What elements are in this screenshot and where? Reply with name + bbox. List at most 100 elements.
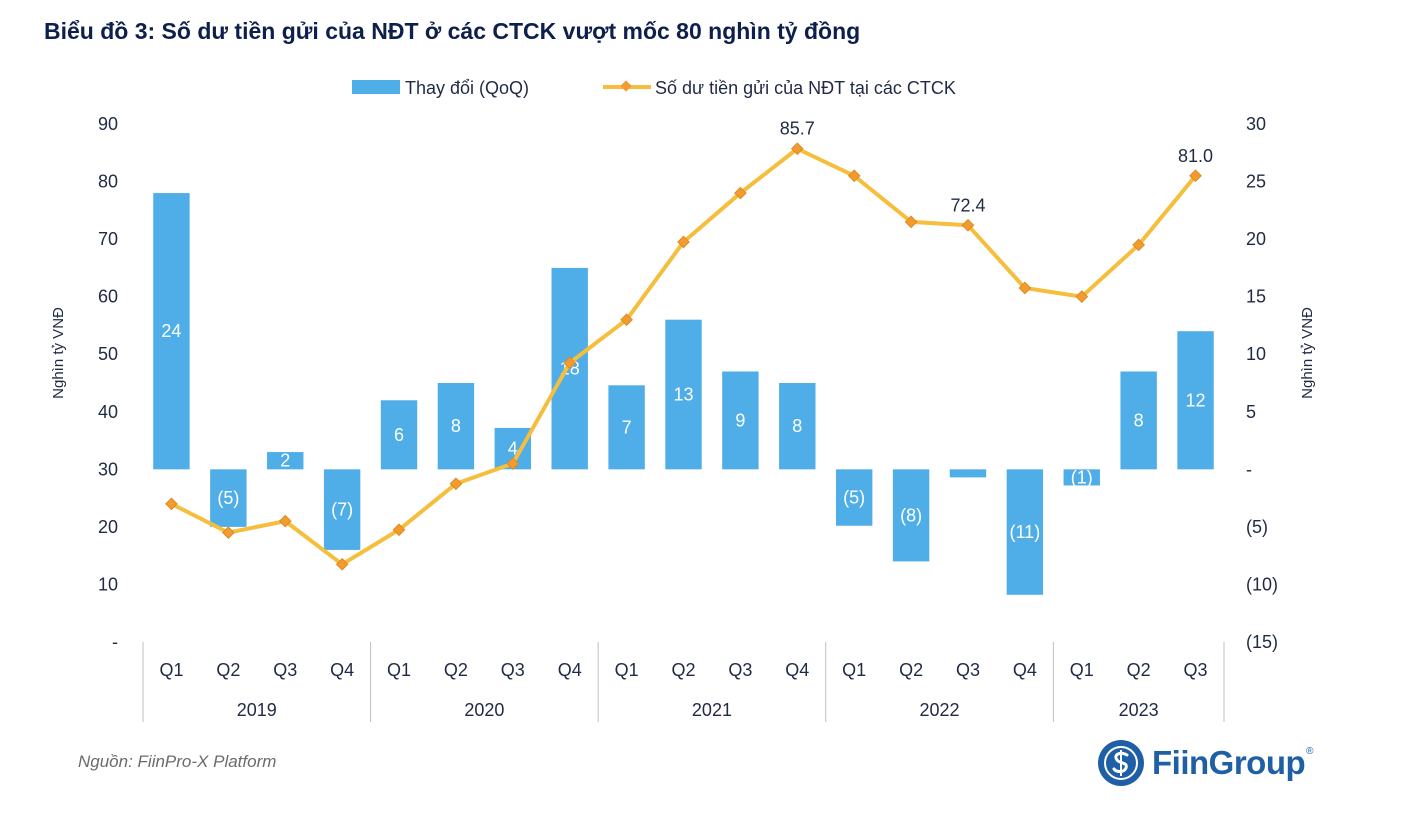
x-axis: Q1 Q2 Q3 Q4 Q1 Q2 Q3 Q4 Q1 Q2 Q3 Q4 Q1 Q2 Q3 Q4 Q1 Q2 Q3 20… (142, 642, 1225, 722)
right-tick-label: - (1246, 459, 1252, 479)
line-point (1018, 281, 1032, 295)
bar-label: 24 (161, 321, 181, 341)
line-point (1189, 169, 1202, 183)
line-series: 85.7 72.4 81.0 (165, 119, 1213, 571)
right-tick-label: 5 (1246, 402, 1256, 422)
source-note: Nguồn: FiinPro-X Platform (78, 752, 277, 771)
bar (1063, 469, 1100, 486)
x-year-label: 2021 (692, 700, 732, 720)
legend-bar-swatch (352, 80, 400, 94)
x-tick-label: Q1 (842, 660, 866, 680)
bar-label: 8 (451, 416, 461, 436)
bar (153, 193, 190, 470)
bar (210, 469, 247, 527)
left-tick-label: 20 (98, 517, 118, 537)
left-tick-label: - (112, 632, 118, 652)
bar (892, 469, 930, 562)
x-year-label: 2019 (237, 700, 277, 720)
bar (267, 452, 304, 470)
right-axis-title: Nghìn tỷ VNĐ (1299, 307, 1316, 399)
x-tick-label: Q1 (1070, 660, 1094, 680)
line-point (221, 526, 235, 540)
bar (323, 469, 361, 550)
fiingroup-logo-icon (1098, 740, 1144, 786)
x-year-label: 2020 (464, 700, 504, 720)
bar-label: 8 (792, 416, 802, 436)
bar-label: 2 (280, 451, 290, 471)
bar-label: 7 (622, 417, 632, 437)
brand-registered-mark: ® (1306, 746, 1314, 757)
line-point (961, 218, 975, 232)
line-point (1075, 290, 1089, 304)
x-tick-label: Q3 (501, 660, 525, 680)
x-tick-label: Q2 (444, 660, 468, 680)
bar-label: 12 (1186, 390, 1206, 410)
x-tick-label: Q4 (1013, 660, 1037, 680)
bar-label: 6 (394, 425, 404, 445)
bar (949, 469, 987, 478)
bar-label: (5) (843, 488, 865, 508)
x-tick-label: Q1 (159, 660, 183, 680)
x-tick-label: Q3 (273, 660, 297, 680)
left-tick-label: 60 (98, 287, 118, 307)
x-tick-label: Q2 (1127, 660, 1151, 680)
legend-label-line: Số dư tiền gửi của NĐT tại các CTCK (655, 78, 956, 98)
x-tick-label: Q3 (728, 660, 752, 680)
right-tick-label: (15) (1246, 632, 1278, 652)
x-year-label: 2023 (1119, 700, 1159, 720)
bar-label: (5) (217, 488, 239, 508)
left-tick-label: 80 (98, 172, 118, 192)
right-tick-label: 20 (1246, 229, 1266, 249)
x-tick-label: Q2 (899, 660, 923, 680)
right-tick-label: (5) (1246, 517, 1268, 537)
bar (779, 383, 816, 470)
legend: Thay đổi (QoQ) Số dư tiền gửi của NĐT tại… (352, 78, 956, 98)
line-point (790, 142, 804, 156)
line-label: 72.4 (950, 195, 985, 215)
right-tick-label: 30 (1246, 114, 1266, 134)
x-tick-label: Q4 (330, 660, 354, 680)
bar (1177, 331, 1214, 470)
bar (835, 469, 873, 526)
bar-label: 13 (673, 385, 693, 405)
line-point (620, 313, 633, 327)
right-tick-label: 10 (1246, 344, 1266, 364)
x-tick-label: Q1 (387, 660, 411, 680)
x-tick-label: Q1 (615, 660, 639, 680)
bar (665, 319, 702, 470)
left-tick-label: 10 (98, 574, 118, 594)
line-point (904, 215, 918, 229)
right-axis: (15) (10) (5) - 5 10 15 20 25 30 Nghìn tỷ VNĐ (1246, 114, 1316, 652)
bar-label: (11) (1010, 522, 1041, 542)
bar-label: (7) (331, 500, 353, 520)
left-axis: - 10 20 30 40 50 60 70 80 90 Nghìn tỷ VNĐ (50, 114, 118, 652)
right-tick-label: 25 (1246, 172, 1266, 192)
line-point (392, 523, 406, 537)
line-point (563, 356, 577, 370)
left-tick-label: 40 (98, 402, 118, 422)
left-tick-label: 70 (98, 229, 118, 249)
left-tick-label: 50 (98, 344, 118, 364)
x-tick-label: Q3 (1184, 660, 1208, 680)
bar-label: 8 (1134, 410, 1144, 430)
x-tick-label: Q2 (671, 660, 695, 680)
bar-label: (8) (900, 505, 922, 525)
x-tick-label: Q3 (956, 660, 980, 680)
brand-logo: FiinGroup ® (1098, 738, 1314, 788)
brand-name: FiinGroup (1152, 744, 1306, 781)
bar-label: (1) (1071, 467, 1093, 487)
line-point (847, 169, 861, 183)
line-label: 81.0 (1178, 146, 1213, 166)
bar (722, 371, 759, 470)
line-point (335, 557, 349, 571)
line-point (278, 514, 292, 528)
line-point (165, 497, 178, 511)
left-tick-label: 90 (98, 114, 118, 134)
line-point (1132, 238, 1146, 252)
x-tick-label: Q2 (216, 660, 240, 680)
left-tick-label: 30 (98, 459, 118, 479)
right-tick-label: 15 (1246, 287, 1266, 307)
right-tick-label: (10) (1246, 574, 1278, 594)
legend-line-marker (620, 80, 632, 92)
